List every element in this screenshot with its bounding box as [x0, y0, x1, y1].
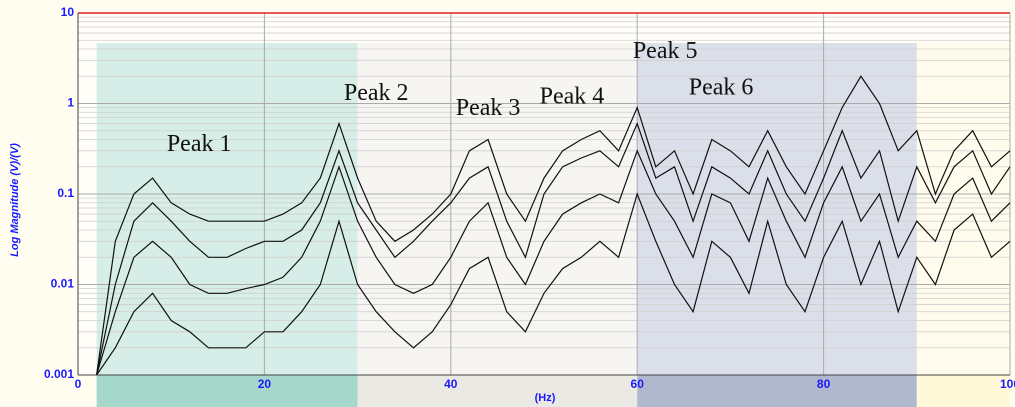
- x-tick-label: 80: [817, 377, 831, 391]
- x-tick-label: 0: [75, 377, 82, 391]
- y-tick-label: 10: [61, 5, 75, 19]
- annotation: Peak 1: [167, 131, 232, 157]
- y-tick-label: 0.1: [57, 186, 74, 200]
- x-tick-label: 100: [1000, 377, 1015, 391]
- series-line: [96, 75, 1011, 376]
- series-line: [96, 121, 1011, 376]
- lines: [96, 75, 1011, 376]
- series-line: [96, 192, 1011, 376]
- annotation: Peak 3: [456, 95, 521, 121]
- annotation: Peak 6: [689, 75, 754, 101]
- y-tick-label: 1: [67, 96, 74, 110]
- x-tick-label: 60: [631, 377, 645, 391]
- y-axis-label: Log Magnitude (V)/(V): [9, 143, 21, 257]
- y-tick-label: 0.001: [44, 367, 74, 381]
- annotation: Peak 4: [540, 84, 605, 110]
- x-tick-label: 20: [258, 377, 272, 391]
- x-tick-label: 40: [444, 377, 458, 391]
- x-axis-label: (Hz): [535, 392, 556, 404]
- series-line: [96, 149, 1011, 376]
- annotation: Peak 2: [344, 80, 409, 106]
- y-tick-label: 0.01: [51, 277, 75, 291]
- annotation: Peak 5: [633, 38, 698, 64]
